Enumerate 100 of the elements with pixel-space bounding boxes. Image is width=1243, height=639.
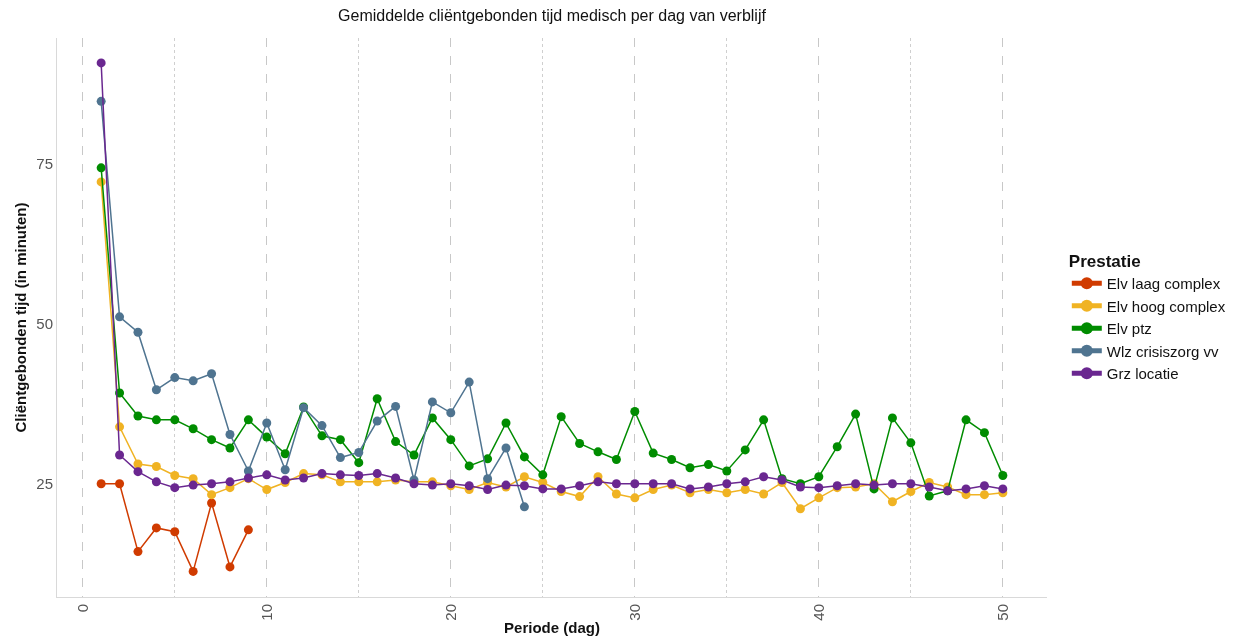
point [593, 477, 603, 487]
point [188, 424, 198, 434]
point [170, 470, 180, 480]
point [906, 479, 916, 489]
point [519, 502, 529, 512]
point [575, 481, 585, 491]
point [630, 479, 640, 489]
y-tick-label: 25 [36, 475, 53, 493]
point [354, 458, 364, 468]
point [759, 415, 769, 425]
point [906, 438, 916, 448]
point [372, 416, 382, 426]
point [630, 407, 640, 417]
y-tick-label: 75 [36, 155, 53, 173]
point [409, 450, 419, 460]
point [372, 394, 382, 404]
point [151, 523, 161, 533]
y-tick-label: 50 [36, 315, 53, 333]
point [115, 312, 125, 322]
point [335, 435, 345, 445]
legend-label: Elv hoog complex [1106, 297, 1226, 315]
point [667, 454, 677, 464]
point [243, 525, 253, 535]
point [243, 415, 253, 425]
point [299, 473, 309, 483]
point [280, 465, 290, 475]
point [317, 421, 327, 431]
legend-label: Elv laag complex [1106, 275, 1221, 293]
point [611, 489, 621, 499]
point [630, 493, 640, 503]
point [722, 479, 732, 489]
point [519, 452, 529, 462]
point [998, 484, 1008, 494]
point [814, 483, 824, 493]
point [188, 376, 198, 386]
point [814, 493, 824, 503]
point [115, 479, 125, 489]
point [225, 562, 235, 572]
point [979, 490, 989, 500]
point [151, 385, 161, 395]
point [170, 373, 180, 383]
x-tick-label: 40 [809, 604, 827, 621]
point [354, 470, 364, 480]
x-tick-label: 30 [625, 604, 643, 621]
point [464, 377, 474, 387]
x-tick-label: 20 [441, 604, 459, 621]
point [335, 453, 345, 463]
point [391, 437, 401, 447]
point [354, 447, 364, 457]
point [795, 504, 805, 514]
point [427, 397, 437, 407]
point [961, 484, 971, 494]
point [575, 492, 585, 502]
point [96, 479, 106, 489]
point [593, 447, 603, 457]
legend-label: Elv ptz [1106, 320, 1152, 338]
point [906, 486, 916, 496]
legend-title: Prestatie [1068, 252, 1141, 272]
legend-label: Grz locatie [1106, 365, 1179, 383]
point [446, 435, 456, 445]
point [262, 470, 272, 480]
point [188, 566, 198, 576]
point [722, 466, 732, 476]
point [317, 431, 327, 441]
point [133, 411, 143, 421]
x-axis-title: Periode (dag) [504, 618, 600, 636]
point [887, 479, 897, 489]
point [611, 479, 621, 489]
point [207, 490, 217, 500]
point [483, 485, 493, 495]
point [188, 480, 198, 490]
point [262, 485, 272, 495]
point [961, 415, 971, 425]
point [538, 470, 548, 480]
x-tick-label: 50 [993, 604, 1011, 621]
point [556, 412, 566, 422]
point [170, 415, 180, 425]
point [372, 469, 382, 479]
point [832, 442, 842, 452]
point [133, 547, 143, 557]
point [759, 489, 769, 499]
point [648, 448, 658, 458]
point [851, 409, 861, 419]
point [280, 449, 290, 459]
point [372, 477, 382, 487]
point [96, 163, 106, 173]
point [611, 454, 621, 464]
point [703, 460, 713, 470]
point [722, 488, 732, 498]
point [446, 408, 456, 418]
point [262, 418, 272, 428]
point [924, 491, 934, 501]
point [133, 327, 143, 337]
point [740, 477, 750, 487]
point [979, 428, 989, 438]
point [96, 58, 106, 68]
point [575, 439, 585, 448]
point [924, 482, 934, 492]
point [225, 443, 235, 453]
point [483, 474, 493, 484]
